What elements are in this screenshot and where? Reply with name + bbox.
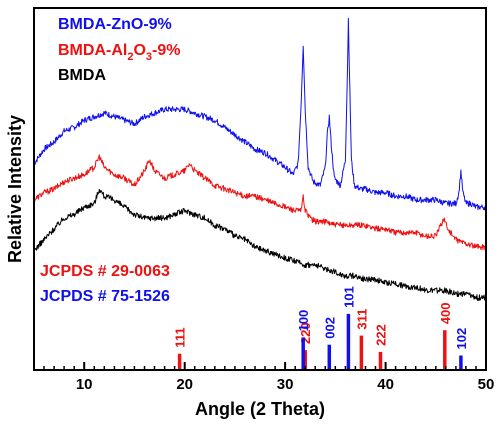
series-line-bmda-al2o3-9 <box>33 154 487 251</box>
reference-peak-label-002: 002 <box>322 317 337 339</box>
legend-entry-bmda-al2o3-9: BMDA-Al2O3-9% <box>58 42 180 63</box>
x-tick-label-30: 30 <box>277 376 294 393</box>
x-axis-label: Angle (2 Theta) <box>195 399 325 419</box>
reference-legend: JCPDS # 29-0063 JCPDS # 75-1526 <box>40 263 170 305</box>
legend-entry-bmda-zno-9: BMDA-ZnO-9% <box>58 16 172 33</box>
y-axis-label: Relative Intensity <box>5 115 25 263</box>
reference-peak-label-102: 102 <box>454 328 469 350</box>
x-axis-ticks: 10 20 30 40 50 <box>43 362 495 393</box>
reference-legend-jcpds-75-1526: JCPDS # 75-1526 <box>40 288 170 305</box>
axes-layer <box>33 7 487 371</box>
legend-entry-bmda: BMDA <box>58 67 106 84</box>
reference-peak-label-400: 400 <box>438 302 453 324</box>
reference-peak-label-111: 111 <box>173 327 188 347</box>
x-tick-label-10: 10 <box>76 376 93 393</box>
reference-legend-jcpds-29-0063: JCPDS # 29-0063 <box>40 263 170 280</box>
reference-peak-label-100: 100 <box>296 310 311 332</box>
x-tick-label-20: 20 <box>176 376 193 393</box>
plot-frame <box>33 7 487 371</box>
x-tick-label-40: 40 <box>377 376 394 393</box>
series-line-bmda <box>33 188 487 301</box>
series-layer <box>33 17 487 301</box>
x-tick-label-50: 50 <box>478 376 495 393</box>
series-line-bmda-zno-9 <box>33 17 487 211</box>
reference-peak-label-311: 311 <box>354 309 369 330</box>
reference-peak-label-101: 101 <box>341 286 356 308</box>
reference-peak-label-222: 222 <box>374 324 389 346</box>
legend: BMDA-ZnO-9% BMDA-Al2O3-9% BMDA <box>58 16 180 84</box>
